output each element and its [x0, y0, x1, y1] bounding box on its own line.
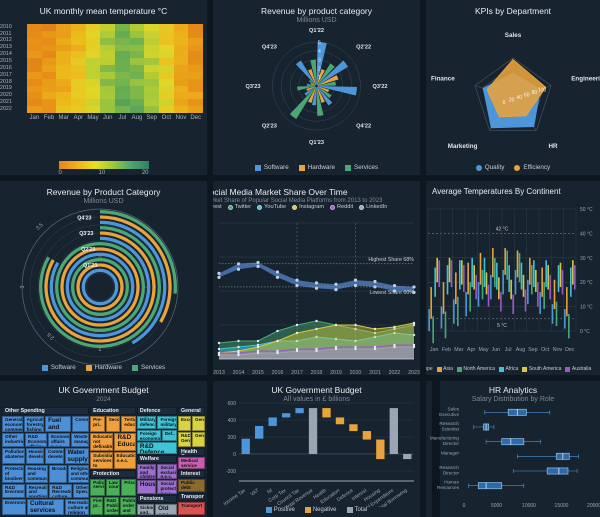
svg-text:3: 3: [318, 58, 321, 64]
svg-text:2016: 2016: [272, 370, 284, 375]
svg-text:200: 200: [228, 435, 237, 441]
svg-text:Resources: Resources: [437, 485, 460, 490]
svg-text:Apr: Apr: [467, 347, 475, 353]
svg-text:50 °C: 50 °C: [580, 207, 593, 213]
svg-text:Income Tax: Income Tax: [223, 487, 248, 507]
svg-text:Dec: Dec: [565, 347, 575, 353]
svg-text:20 °C: 20 °C: [580, 280, 593, 286]
svg-text:60: 60: [524, 93, 530, 99]
svg-text:3: 3: [20, 285, 26, 288]
svg-text:Q3'23: Q3'23: [79, 231, 93, 237]
svg-text:Q1'23: Q1'23: [309, 140, 324, 146]
svg-text:20: 20: [509, 98, 515, 104]
svg-text:400: 400: [228, 418, 237, 424]
svg-text:80: 80: [532, 90, 538, 96]
svg-text:20000: 20000: [587, 503, 600, 509]
svg-text:100: 100: [538, 88, 547, 94]
svg-text:0: 0: [463, 503, 466, 509]
svg-text:0 °C: 0 °C: [580, 329, 590, 335]
svg-text:Q2'22: Q2'22: [356, 44, 371, 50]
svg-text:Q3'23: Q3'23: [245, 84, 260, 90]
svg-text:Director: Director: [443, 441, 460, 446]
svg-text:2013: 2013: [213, 370, 225, 375]
svg-text:10000: 10000: [522, 503, 536, 509]
svg-text:Q2'23: Q2'23: [262, 124, 277, 130]
svg-text:Mar: Mar: [454, 347, 463, 353]
svg-text:4: 4: [318, 49, 321, 55]
svg-text:Jun: Jun: [492, 347, 501, 353]
svg-text:5000: 5000: [491, 503, 502, 509]
svg-text:Human: Human: [444, 480, 459, 485]
svg-text:2.5: 2.5: [46, 331, 55, 340]
svg-text:3.5: 3.5: [35, 222, 44, 231]
svg-text:Aug: Aug: [516, 347, 525, 353]
svg-text:10 °C: 10 °C: [580, 305, 593, 311]
svg-text:VAT: VAT: [250, 488, 261, 498]
svg-text:HR: HR: [549, 143, 559, 150]
svg-text:2023: 2023: [408, 370, 420, 375]
svg-text:Sales: Sales: [448, 406, 460, 411]
svg-text:40 °C: 40 °C: [580, 231, 593, 237]
svg-text:2022: 2022: [389, 370, 401, 375]
svg-text:Nov: Nov: [553, 347, 563, 353]
svg-text:Manufacturing: Manufacturing: [430, 436, 460, 441]
svg-text:Jan: Jan: [430, 347, 439, 353]
svg-text:0: 0: [233, 452, 236, 458]
svg-text:Jul: Jul: [505, 347, 512, 353]
svg-text:40: 40: [516, 95, 522, 101]
svg-text:2019: 2019: [330, 370, 342, 375]
svg-text:Q4'23: Q4'23: [77, 215, 91, 221]
svg-text:Q4'22: Q4'22: [356, 124, 371, 130]
svg-text:Feb: Feb: [442, 347, 451, 353]
svg-text:May: May: [478, 347, 488, 353]
svg-text:Research: Research: [439, 421, 459, 426]
svg-text:2015: 2015: [252, 370, 264, 375]
svg-text:2017: 2017: [291, 370, 303, 375]
svg-text:600: 600: [228, 401, 237, 407]
svg-text:Manager: Manager: [441, 450, 460, 455]
svg-text:Research: Research: [439, 465, 459, 470]
svg-text:2018: 2018: [311, 370, 323, 375]
svg-text:30 °C: 30 °C: [580, 256, 593, 262]
svg-text:Sales: Sales: [505, 32, 522, 39]
svg-text:Marketing: Marketing: [448, 143, 478, 150]
svg-text:0: 0: [503, 100, 506, 106]
svg-text:2: 2: [318, 66, 321, 72]
svg-text:Highest Share 68%: Highest Share 68%: [368, 257, 414, 263]
svg-text:Lowest Share 60%: Lowest Share 60%: [370, 290, 415, 296]
svg-text:Q3'22: Q3'22: [373, 84, 388, 90]
svg-text:Q1'23: Q1'23: [83, 263, 97, 269]
svg-text:1: 1: [318, 75, 321, 81]
svg-text:Engineering: Engineering: [571, 75, 600, 82]
svg-text:Q1'22: Q1'22: [309, 28, 324, 34]
svg-text:2021: 2021: [369, 370, 381, 375]
svg-text:Q2'23: Q2'23: [81, 247, 95, 253]
svg-text:2014: 2014: [233, 370, 245, 375]
svg-text:Director: Director: [443, 471, 460, 476]
svg-text:Finance: Finance: [431, 75, 455, 82]
svg-text:Q4'23: Q4'23: [262, 44, 277, 50]
svg-text:-200: -200: [226, 469, 236, 475]
svg-text:2020: 2020: [350, 370, 362, 375]
svg-text:Sep: Sep: [528, 347, 537, 353]
svg-text:Scientist: Scientist: [442, 427, 460, 432]
svg-text:Oct: Oct: [541, 347, 550, 353]
svg-text:Executive: Executive: [439, 412, 459, 417]
svg-text:5: 5: [318, 40, 321, 46]
svg-text:15000: 15000: [555, 503, 569, 509]
